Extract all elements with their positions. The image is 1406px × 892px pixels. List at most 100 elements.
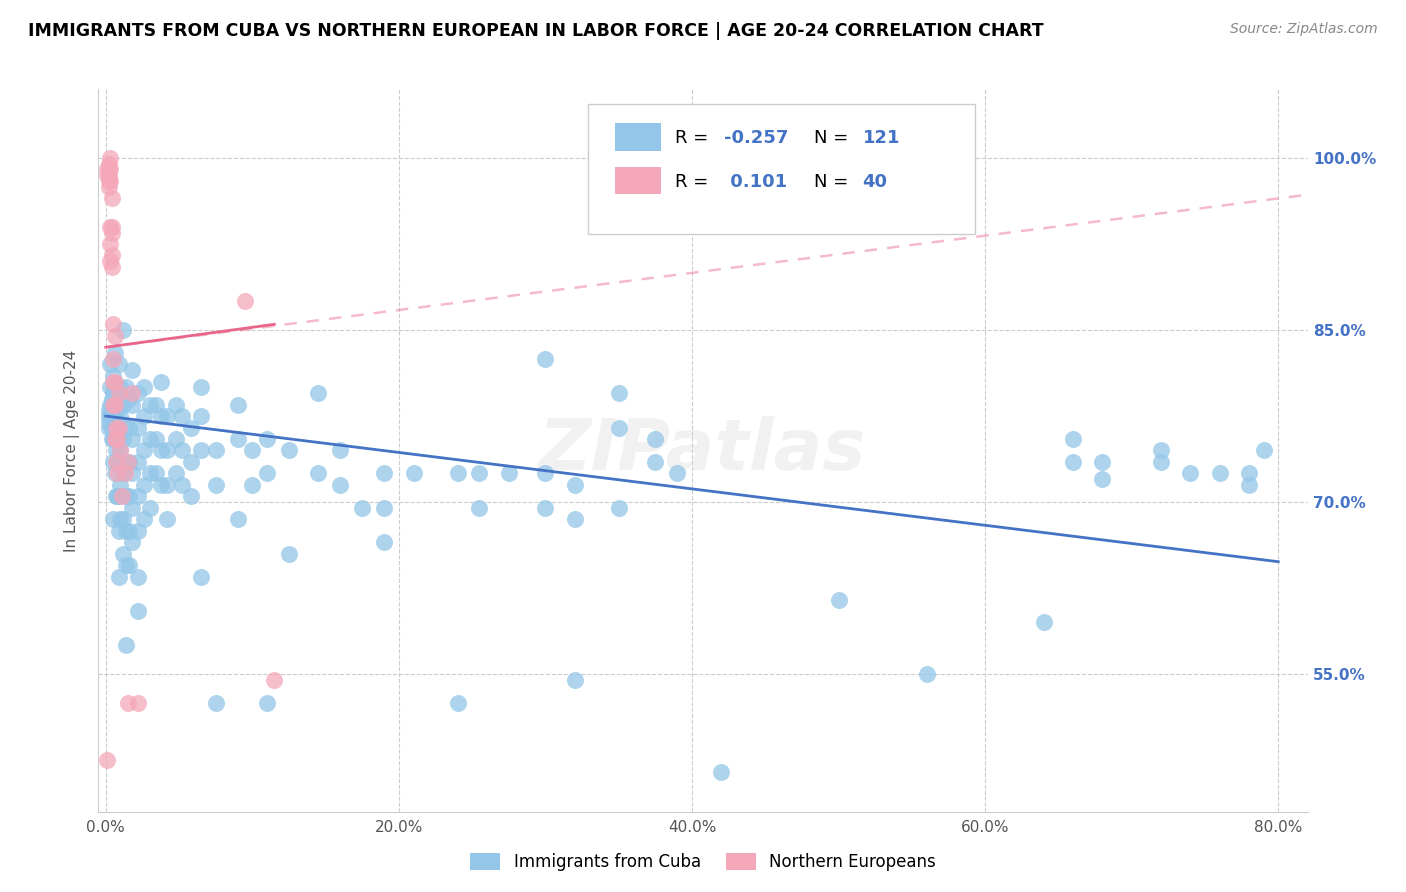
Point bbox=[121, 363, 143, 377]
Text: Source: ZipAtlas.com: Source: ZipAtlas.com bbox=[1230, 22, 1378, 37]
Point bbox=[100, 432, 122, 446]
Point bbox=[98, 174, 121, 188]
Point bbox=[534, 467, 557, 481]
Point bbox=[112, 432, 135, 446]
Point bbox=[100, 392, 122, 406]
Point bbox=[105, 443, 128, 458]
Point bbox=[127, 569, 149, 583]
Point bbox=[373, 535, 395, 549]
Point bbox=[127, 489, 149, 503]
Point bbox=[121, 386, 143, 401]
Point bbox=[145, 432, 167, 446]
Point bbox=[96, 168, 118, 182]
Point bbox=[105, 420, 128, 434]
Text: R =: R = bbox=[675, 173, 714, 191]
Point bbox=[256, 467, 278, 481]
Point bbox=[1237, 467, 1260, 481]
Point bbox=[98, 380, 121, 394]
Point bbox=[607, 420, 630, 434]
Point bbox=[105, 403, 128, 417]
Point bbox=[307, 386, 329, 401]
Point bbox=[96, 162, 118, 177]
Point bbox=[190, 569, 212, 583]
Point bbox=[108, 358, 131, 372]
Point bbox=[180, 420, 202, 434]
Point bbox=[112, 547, 135, 561]
Point bbox=[170, 478, 193, 492]
Point bbox=[110, 443, 132, 458]
Point bbox=[118, 420, 141, 434]
Point bbox=[607, 500, 630, 515]
Point bbox=[97, 174, 120, 188]
Point bbox=[110, 443, 132, 458]
Point bbox=[118, 455, 141, 469]
Point bbox=[150, 375, 173, 389]
Text: IMMIGRANTS FROM CUBA VS NORTHERN EUROPEAN IN LABOR FORCE | AGE 20-24 CORRELATION: IMMIGRANTS FROM CUBA VS NORTHERN EUROPEA… bbox=[28, 22, 1043, 40]
Point bbox=[156, 409, 179, 423]
Point bbox=[307, 467, 329, 481]
Point bbox=[103, 398, 125, 412]
Point bbox=[103, 328, 125, 343]
Point bbox=[226, 398, 249, 412]
Point bbox=[115, 380, 138, 394]
Point bbox=[329, 443, 352, 458]
Point bbox=[240, 443, 263, 458]
Point bbox=[100, 219, 122, 234]
Point bbox=[170, 409, 193, 423]
Point bbox=[118, 392, 141, 406]
Point bbox=[240, 478, 263, 492]
Point bbox=[150, 478, 173, 492]
Point bbox=[564, 673, 586, 687]
Point bbox=[118, 558, 141, 573]
Point bbox=[150, 443, 173, 458]
Point bbox=[644, 455, 666, 469]
Point bbox=[165, 467, 187, 481]
Point bbox=[101, 375, 124, 389]
Point bbox=[564, 478, 586, 492]
Point bbox=[180, 489, 202, 503]
Point bbox=[190, 443, 212, 458]
Point bbox=[108, 569, 131, 583]
Point bbox=[446, 696, 468, 710]
Point bbox=[644, 432, 666, 446]
Point bbox=[233, 294, 256, 309]
Point bbox=[117, 455, 139, 469]
Point bbox=[278, 443, 301, 458]
Point bbox=[117, 696, 139, 710]
Point bbox=[101, 398, 124, 412]
Point bbox=[101, 455, 124, 469]
Point bbox=[1091, 455, 1114, 469]
Point bbox=[121, 535, 143, 549]
Text: -0.257: -0.257 bbox=[724, 129, 787, 147]
Point bbox=[127, 455, 149, 469]
Point bbox=[98, 358, 121, 372]
Point bbox=[1150, 443, 1173, 458]
Point bbox=[402, 467, 425, 481]
Point bbox=[156, 478, 179, 492]
Point bbox=[101, 318, 124, 332]
Point bbox=[107, 420, 129, 434]
Point bbox=[105, 489, 128, 503]
Point bbox=[115, 558, 138, 573]
Point bbox=[190, 409, 212, 423]
Point bbox=[100, 248, 122, 262]
Point bbox=[329, 478, 352, 492]
Point bbox=[98, 409, 121, 423]
Point bbox=[145, 467, 167, 481]
Point bbox=[204, 696, 226, 710]
Point bbox=[98, 219, 121, 234]
Point bbox=[121, 500, 143, 515]
Point bbox=[115, 639, 138, 653]
Text: 40: 40 bbox=[863, 173, 887, 191]
Point bbox=[145, 398, 167, 412]
Text: 121: 121 bbox=[863, 129, 900, 147]
Point bbox=[127, 420, 149, 434]
Point bbox=[132, 409, 155, 423]
Point bbox=[103, 380, 125, 394]
Point bbox=[100, 226, 122, 240]
Point bbox=[112, 467, 135, 481]
Point bbox=[1062, 455, 1084, 469]
Point bbox=[256, 696, 278, 710]
Point bbox=[127, 696, 149, 710]
Point bbox=[1237, 478, 1260, 492]
